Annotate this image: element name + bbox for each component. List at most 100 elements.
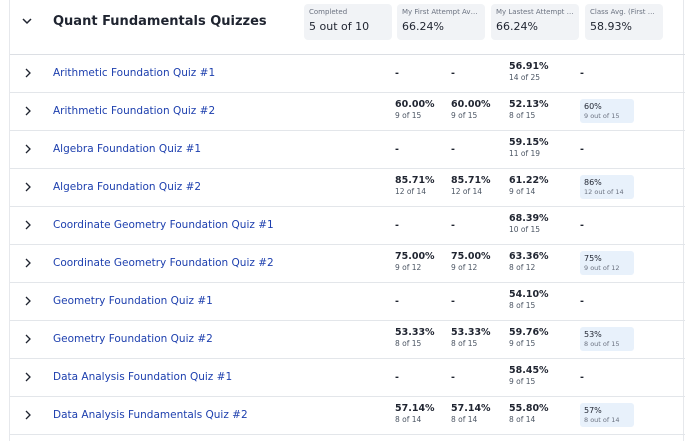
quiz-name-link[interactable]: Geometry Foundation Quiz #1 <box>53 295 213 307</box>
latest-attempt-percent: 63.36% <box>509 251 549 262</box>
table-row[interactable]: Coordinate Geometry Foundation Quiz #1 - -… <box>10 207 685 245</box>
chevron-right-icon[interactable] <box>23 143 33 155</box>
latest-attempt-score: 9 of 14 <box>509 187 536 196</box>
latest-attempt-score: 9 of 15 <box>509 377 536 386</box>
class-average-badge: 75% 9 out of 12 <box>580 251 634 275</box>
first-attempt-percent: 75.00% <box>395 251 435 262</box>
table-row[interactable]: Arithmetic Foundation Quiz #2 60.00% 9 of … <box>10 93 685 131</box>
table-row[interactable]: Arithmetic Foundation Quiz #1 - - 56.91% 14 … <box>10 55 685 93</box>
latest-attempt-percent: 54.10% <box>509 289 549 300</box>
chevron-right-icon[interactable] <box>23 105 33 117</box>
chevron-right-icon[interactable] <box>23 257 33 269</box>
first-attempt-score: 9 of 12 <box>395 263 422 272</box>
best-attempt-score: 8 of 14 <box>451 415 478 424</box>
quiz-name-link[interactable]: Algebra Foundation Quiz #1 <box>53 143 202 155</box>
chevron-right-icon[interactable] <box>23 219 33 231</box>
stat-label: Class Avg. (First Attem... <box>590 8 658 16</box>
table-row[interactable]: Algebra Foundation Quiz #1 - - 59.15% 11 of … <box>10 131 685 169</box>
best-attempt-score: 9 of 12 <box>451 263 478 272</box>
quiz-name-link[interactable]: Arithmetic Foundation Quiz #1 <box>53 67 216 79</box>
best-attempt-percent: - <box>451 220 455 231</box>
latest-attempt: 68.39% 10 of 15 <box>509 213 563 234</box>
stat-value: 66.24% <box>402 20 444 33</box>
best-attempt-percent: - <box>451 296 455 307</box>
first-attempt-score: 8 of 14 <box>395 415 422 424</box>
class-average: - <box>580 296 634 307</box>
latest-attempt-score: 8 of 15 <box>509 301 536 310</box>
chevron-down-icon[interactable] <box>20 14 34 28</box>
latest-attempt-percent: 56.91% <box>509 61 549 72</box>
chevron-right-icon[interactable] <box>23 371 33 383</box>
first-attempt-percent: 57.14% <box>395 403 435 414</box>
best-attempt-percent: 75.00% <box>451 251 491 262</box>
latest-attempt: 63.36% 8 of 12 <box>509 251 563 272</box>
first-attempt-percent: - <box>395 220 399 231</box>
best-attempt: - <box>451 144 505 155</box>
class-average: - <box>580 220 634 231</box>
table-row[interactable]: Geometry Foundation Quiz #2 53.33% 8 of 15… <box>10 321 685 359</box>
table-row[interactable]: Coordinate Geometry Foundation Quiz #2 75… <box>10 245 685 283</box>
best-attempt: 75.00% 9 of 12 <box>451 251 505 272</box>
best-attempt-percent: 60.00% <box>451 99 491 110</box>
latest-attempt-percent: 61.22% <box>509 175 549 186</box>
first-attempt: 60.00% 9 of 15 <box>395 99 449 120</box>
class-average-score: 9 out of 12 <box>584 264 620 272</box>
first-attempt-score: 12 of 14 <box>395 187 427 196</box>
quiz-name-link[interactable]: Coordinate Geometry Foundation Quiz #2 <box>53 257 274 269</box>
class-average-percent: - <box>580 68 584 79</box>
latest-attempt-score: 11 of 19 <box>509 149 541 158</box>
first-attempt: - <box>395 372 449 383</box>
quiz-name-link[interactable]: Data Analysis Foundation Quiz #1 <box>53 371 233 383</box>
first-attempt: - <box>395 220 449 231</box>
latest-attempt: 61.22% 9 of 14 <box>509 175 563 196</box>
page-title: Quant Fundamentals Quizzes <box>53 14 267 29</box>
best-attempt-percent: - <box>451 372 455 383</box>
class-average-percent: 75% <box>584 254 602 263</box>
class-average-percent: - <box>580 372 584 383</box>
latest-attempt-percent: 68.39% <box>509 213 549 224</box>
latest-attempt-percent: 58.45% <box>509 365 549 376</box>
best-attempt-percent: - <box>451 68 455 79</box>
best-attempt: 53.33% 8 of 15 <box>451 327 505 348</box>
quiz-name-link[interactable]: Geometry Foundation Quiz #2 <box>53 333 213 345</box>
chevron-right-icon[interactable] <box>23 181 33 193</box>
chevron-right-icon[interactable] <box>23 295 33 307</box>
chevron-right-icon[interactable] <box>23 409 33 421</box>
best-attempt: - <box>451 220 505 231</box>
first-attempt-score: 9 of 15 <box>395 111 422 120</box>
table-row[interactable]: Data Analysis Fundamentals Quiz #2 57.14%… <box>10 397 685 435</box>
stat-first-attempt: My First Attempt Aver... 66.24% <box>397 4 485 40</box>
stat-value: 58.93% <box>590 20 632 33</box>
quiz-name-link[interactable]: Arithmetic Foundation Quiz #2 <box>53 105 216 117</box>
table-row[interactable]: Data Analysis Foundation Quiz #1 - - 58.45%… <box>10 359 685 397</box>
best-attempt-score: 9 of 15 <box>451 111 478 120</box>
first-attempt-percent: 60.00% <box>395 99 435 110</box>
quiz-name-link[interactable]: Data Analysis Fundamentals Quiz #2 <box>53 409 248 421</box>
first-attempt: - <box>395 68 449 79</box>
best-attempt: - <box>451 296 505 307</box>
table-row[interactable]: Geometry Foundation Quiz #1 - - 54.10% 8 of … <box>10 283 685 321</box>
class-average-percent: - <box>580 220 584 231</box>
class-average-percent: 60% <box>584 102 602 111</box>
best-attempt-score: 8 of 15 <box>451 339 478 348</box>
class-average-score: 8 out of 14 <box>584 416 620 424</box>
class-average-badge: 60% 9 out of 15 <box>580 99 634 123</box>
latest-attempt: 59.76% 9 of 15 <box>509 327 563 348</box>
class-average: - <box>580 372 634 383</box>
quiz-panel: Quant Fundamentals Quizzes Completed 5 o… <box>9 0 685 441</box>
quiz-group-header[interactable]: Quant Fundamentals Quizzes Completed 5 o… <box>10 0 685 55</box>
chevron-right-icon[interactable] <box>23 333 33 345</box>
quiz-name-link[interactable]: Algebra Foundation Quiz #2 <box>53 181 202 193</box>
best-attempt: - <box>451 372 505 383</box>
stat-latest-attempt: My Lastest Attempt Ave... 66.24% <box>491 4 579 40</box>
table-row[interactable]: Algebra Foundation Quiz #2 85.71% 12 of 14… <box>10 169 685 207</box>
best-attempt: 57.14% 8 of 14 <box>451 403 505 424</box>
quiz-name-link[interactable]: Coordinate Geometry Foundation Quiz #1 <box>53 219 274 231</box>
stat-value: 5 out of 10 <box>309 20 370 33</box>
class-average-score: 12 out of 14 <box>584 188 624 196</box>
stat-label: Completed <box>309 8 348 16</box>
chevron-right-icon[interactable] <box>23 67 33 79</box>
first-attempt-percent: - <box>395 68 399 79</box>
latest-attempt-score: 10 of 15 <box>509 225 541 234</box>
latest-attempt-score: 14 of 25 <box>509 73 541 82</box>
